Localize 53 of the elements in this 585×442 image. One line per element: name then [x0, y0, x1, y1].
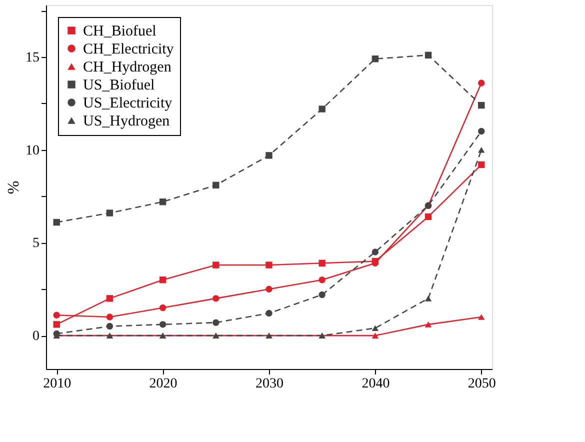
point	[372, 325, 379, 332]
point	[106, 322, 114, 330]
y-tick-label: 0	[32, 329, 40, 344]
point	[212, 262, 220, 268]
point	[478, 102, 485, 109]
x-tick-label: 2050	[468, 376, 496, 392]
point	[212, 295, 220, 302]
point	[318, 260, 326, 266]
point	[266, 310, 272, 317]
x-tick-label: 2020	[149, 376, 178, 392]
point	[159, 304, 166, 312]
point	[424, 322, 432, 328]
point	[424, 213, 432, 220]
point	[478, 146, 485, 153]
point	[424, 296, 432, 302]
point	[478, 161, 485, 168]
point	[372, 332, 379, 338]
point	[212, 182, 220, 188]
y-axis-title: %	[6, 180, 22, 194]
point	[372, 248, 379, 256]
point	[106, 295, 114, 302]
legend-label: US_Hydrogen	[83, 114, 170, 130]
legend-label: CH_Biofuel	[83, 24, 156, 40]
point	[318, 276, 326, 284]
point	[53, 218, 60, 226]
x-tick-label: 2040	[362, 376, 390, 392]
point	[424, 52, 432, 58]
x-tick-label: 2030	[256, 376, 284, 392]
legend-label: US_Electricity	[83, 96, 173, 112]
legend-label: CH_Electricity	[83, 42, 174, 58]
point	[478, 314, 485, 320]
point	[212, 319, 220, 326]
y-tick-label: 10	[26, 143, 40, 158]
point	[318, 106, 326, 112]
point	[372, 56, 379, 62]
point	[53, 321, 60, 328]
point	[266, 152, 272, 159]
point	[159, 321, 166, 328]
y-tick-label: 15	[26, 50, 40, 66]
y-tick-label: 5	[32, 236, 40, 252]
point	[266, 286, 272, 292]
point	[266, 262, 272, 268]
point	[478, 128, 485, 135]
point	[106, 314, 114, 320]
point	[53, 312, 60, 318]
point	[159, 198, 166, 206]
legend-label: CH_Hydrogen	[83, 60, 172, 76]
point	[478, 80, 485, 86]
x-tick-label: 2010	[43, 376, 72, 392]
legend-label: US_Biofuel	[83, 78, 155, 94]
point	[318, 291, 326, 298]
point	[159, 276, 166, 284]
point	[106, 210, 114, 216]
